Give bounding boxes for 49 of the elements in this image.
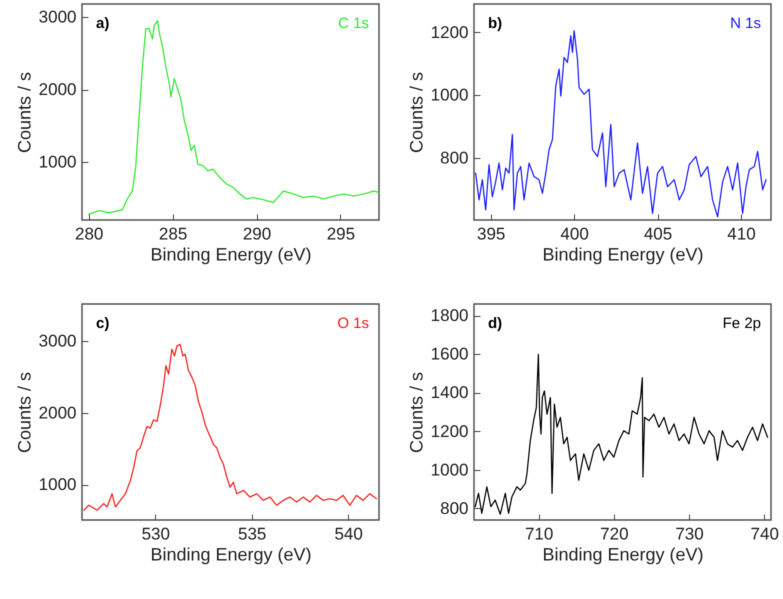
y-tick-label: 1600 xyxy=(430,344,468,364)
y-tick-label: 3000 xyxy=(38,8,76,27)
x-tick-label: 535 xyxy=(238,524,266,544)
y-tick-label: 2000 xyxy=(38,80,76,100)
x-axis-title: Binding Energy (eV) xyxy=(150,244,312,264)
x-tick-label: 280 xyxy=(75,224,104,244)
x-tick-label: 540 xyxy=(334,524,363,544)
x-tick-label: 400 xyxy=(560,224,589,244)
line-series xyxy=(83,344,378,511)
text: N 1s xyxy=(730,15,761,32)
x-tick-label: 740 xyxy=(750,524,779,544)
y-tick-label: 800 xyxy=(440,498,468,518)
x-tick-label: 410 xyxy=(727,224,756,244)
text: C 1s xyxy=(338,15,369,32)
x-axis-title: Binding Energy (eV) xyxy=(542,244,704,264)
x-axis-title: Binding Energy (eV) xyxy=(542,544,704,564)
x-axis-title: Binding Energy (eV) xyxy=(150,544,312,564)
y-tick-label: 1000 xyxy=(430,86,468,105)
annotation: a) xyxy=(96,15,110,32)
y-tick-label: 1800 xyxy=(430,306,468,326)
x-tick-label: 395 xyxy=(477,224,506,244)
y-tick-label: 1000 xyxy=(430,460,468,480)
text: O 1s xyxy=(337,315,369,332)
x-tick-label: 295 xyxy=(326,224,356,244)
x-tick-label: 405 xyxy=(644,224,672,244)
y-axis-title: Counts / s xyxy=(14,372,35,454)
y-axis-title: Counts / s xyxy=(406,372,427,454)
annotation: c) xyxy=(96,315,110,332)
y-axis-title: Counts / s xyxy=(406,72,427,154)
x-tick-label: 730 xyxy=(675,524,704,544)
y-tick-label: 1400 xyxy=(430,383,468,402)
y-tick-label: 1000 xyxy=(38,152,76,172)
x-tick-label: 720 xyxy=(600,524,629,544)
line-series xyxy=(475,30,767,218)
y-tick-label: 3000 xyxy=(38,332,76,351)
y-tick-label: 1200 xyxy=(430,422,468,441)
annotation: d) xyxy=(488,315,502,332)
x-tick-label: 290 xyxy=(242,224,272,244)
annotation: b) xyxy=(488,15,502,32)
x-tick-label: 285 xyxy=(158,224,188,244)
text: Fe 2p xyxy=(722,315,761,332)
y-tick-label: 2000 xyxy=(38,403,76,422)
line-series xyxy=(474,354,768,515)
x-tick-label: 710 xyxy=(524,524,554,544)
y-tick-label: 1000 xyxy=(38,475,76,494)
y-axis-title: Counts / s xyxy=(14,72,35,154)
y-tick-label: 1200 xyxy=(430,22,468,42)
x-tick-label: 530 xyxy=(142,524,170,544)
y-tick-label: 800 xyxy=(440,148,468,168)
